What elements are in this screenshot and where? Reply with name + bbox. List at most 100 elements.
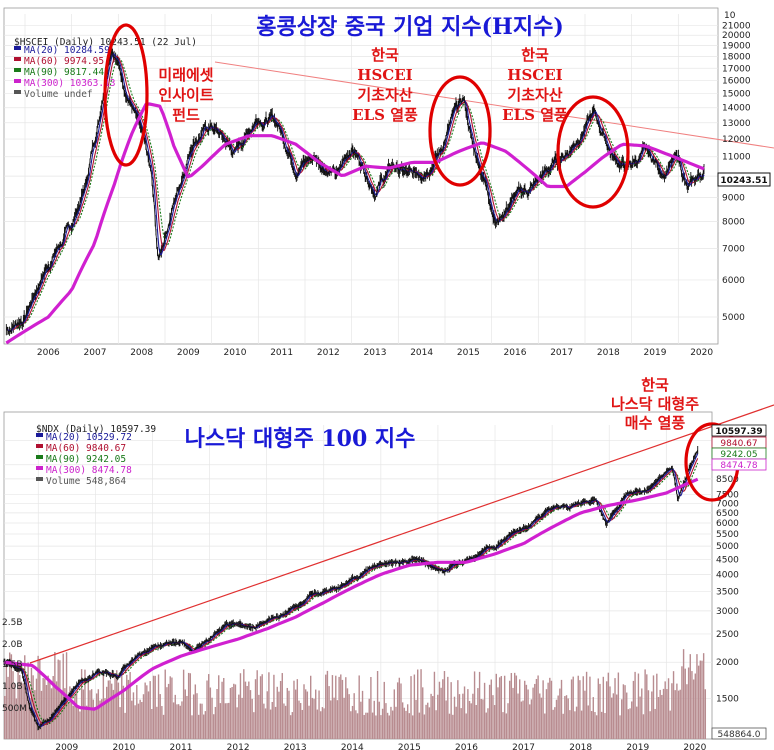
volume-bar [689,654,691,739]
volume-bar [356,713,359,739]
x-tick-label: 2017 [550,348,573,358]
volume-bar [67,702,69,739]
annotation-mirae-line-3: 펀드 [172,106,200,124]
ndx-volume-badge [711,727,767,740]
hscei-oval-2015 [428,75,492,187]
ma20-line [3,453,699,728]
volume-bar [266,691,268,739]
y-tick-label: 20000 [722,31,751,41]
volume-bar [646,674,648,739]
volume-bar [236,707,238,739]
volume-bar [308,705,310,739]
y-tick-label: 12000 [722,135,751,145]
volume-bar [35,678,38,739]
volume-bar [114,674,116,739]
volume-bar [435,710,437,739]
volume-bar [336,700,339,739]
x-tick-label: 2017 [512,743,535,750]
volume-bar [199,703,202,739]
volume-bar [442,679,444,739]
volume-bar [529,704,531,739]
hscei-legend: $HSCEI (Daily) 10243.51 (22 Jul) MA(20) … [14,37,197,100]
x-tick-label: 2012 [227,743,250,750]
y-tick-label: 8000 [722,217,745,227]
y-tick-label: 2500 [716,630,739,640]
legend-swatch [36,455,43,459]
volume-bar [577,675,579,739]
x-tick-label: 2010 [224,348,247,358]
y-tick-label: 19000 [722,42,751,52]
legend-swatch [14,57,21,61]
volume-bar [226,703,228,739]
volume-bar [30,667,33,739]
volume-bar [122,685,125,739]
volume-bar [408,713,411,739]
volume-bar [184,689,186,739]
ndx-volume-value: 548864.0 [718,730,761,740]
ndx-uptrend-line [29,404,774,664]
volume-bar [194,684,197,739]
annotation-nasdaq-line-1: 한국 [641,376,669,394]
volume-bar [679,689,681,739]
annotation-els-2018: 한국 HSCEI 기초자산 ELS 열풍 [502,46,568,124]
volume-bar [373,700,375,739]
volume-bar [274,706,277,739]
volume-bar [380,715,382,739]
volume-bar [636,706,638,739]
volume-bar [386,712,389,739]
volume-bar [567,698,569,739]
volume-bar [468,700,471,739]
volume-bar [127,679,130,739]
volume-bar [95,693,98,739]
volume-bar [366,712,369,739]
ndx-value-badge [711,424,767,437]
volume-bar [631,701,633,739]
volume-bar [425,704,427,739]
legend-swatch [14,90,21,94]
volume-bar [116,670,118,739]
volume-bar [672,671,675,739]
volume-bar [243,669,245,739]
legend-entry: MA(300) 8474.78 [46,465,132,476]
volume-bar [579,680,581,739]
volume-bar [657,697,660,739]
volume-bar [306,691,309,739]
volume-bar [390,706,392,739]
volume-bar [604,713,606,739]
volume-bar [432,696,434,739]
volume-bar [258,694,260,739]
volume-bar [592,697,594,739]
volume-bar [259,676,262,739]
ndx-header: $NDX (Daily) 10597.39 [36,424,156,435]
volume-bar [376,670,379,739]
volume-bar [102,673,105,739]
volume-bar [59,660,61,739]
volume-bar [564,696,566,739]
volume-bar [214,706,217,739]
x-tick-label: 2015 [398,743,421,750]
volume-bar [42,678,44,739]
volume-bar [590,711,593,739]
volume-bar [289,715,292,739]
volume-bar [637,673,640,739]
volume-bar [72,705,74,739]
volume-bar [7,676,9,739]
volume-bar [159,694,161,739]
volume-bar [403,707,406,739]
volume-bar [238,694,240,739]
volume-bar [10,654,13,739]
legend-entry: MA(60) 9840.67 [46,443,126,454]
legend-swatch [36,444,43,448]
volume-bar [445,700,447,739]
volume-bar [246,685,248,739]
volume-bar [137,703,140,739]
x-tick-label: 2014 [410,348,433,358]
volume-bar [156,706,158,739]
volume-bar [475,705,477,739]
y-tick-label: 3000 [716,607,739,617]
x-tick-label: 2008 [130,348,153,358]
volume-bar [619,715,621,739]
volume-bar [508,680,511,739]
volume-bar [585,671,588,739]
